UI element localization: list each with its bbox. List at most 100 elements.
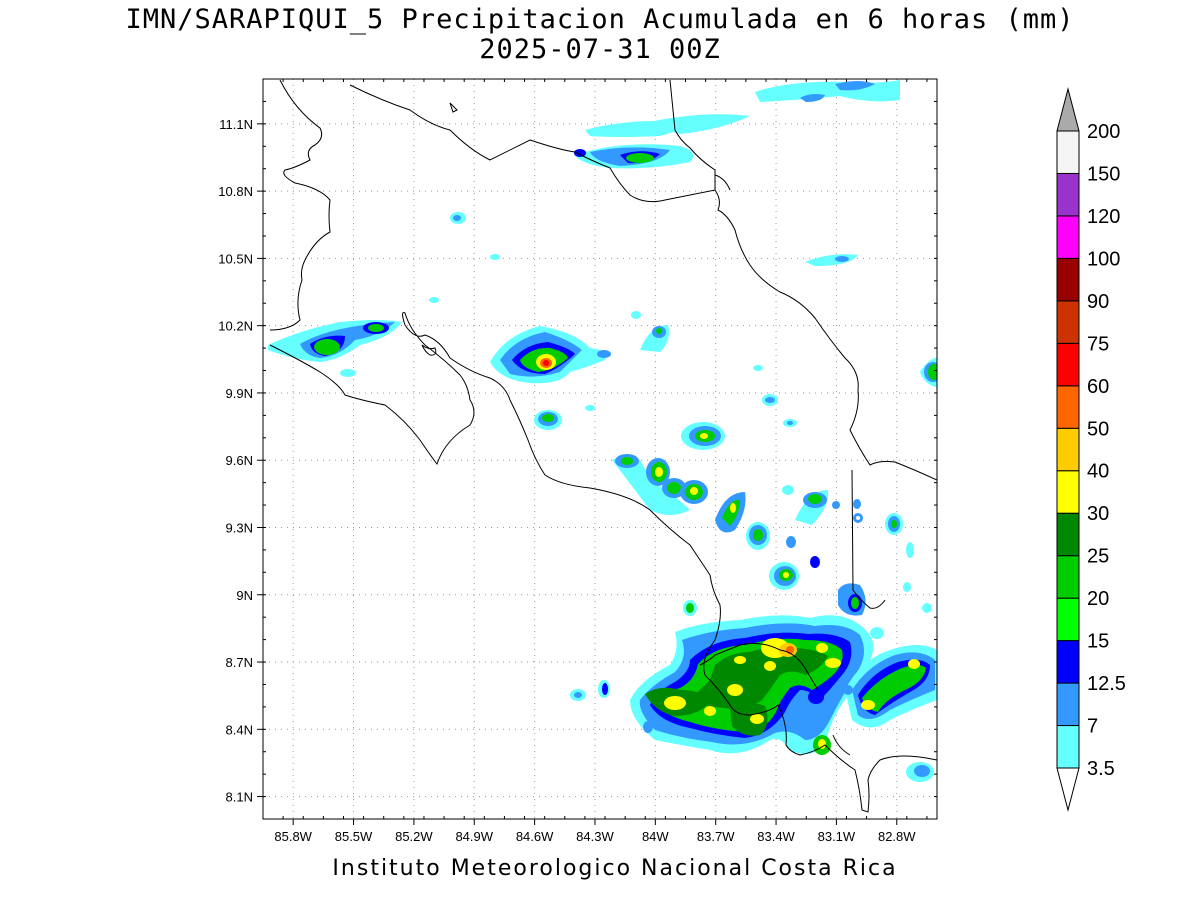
rain-cell xyxy=(640,114,750,134)
rain-cell xyxy=(690,647,828,709)
colorbar-label: 150 xyxy=(1087,163,1120,185)
lat-tick-label: 8.1N xyxy=(226,790,253,805)
rain-cell xyxy=(786,536,796,548)
colorbar-swatch xyxy=(1056,257,1080,302)
rain-cell xyxy=(368,324,384,332)
colorbar-swatch xyxy=(1056,385,1080,429)
rain-cell xyxy=(891,520,897,528)
lon-tick-label: 85.5W xyxy=(335,829,373,844)
rain-cell xyxy=(585,405,595,411)
rain-cell xyxy=(655,467,663,477)
rain-cell xyxy=(574,149,586,157)
colorbar-label: 7 xyxy=(1087,716,1098,738)
rain-cell xyxy=(753,365,763,371)
rain-cell xyxy=(922,603,932,613)
colorbar-swatch xyxy=(1056,640,1080,684)
colorbar-swatch xyxy=(1056,342,1080,387)
colorbar-label: 20 xyxy=(1087,588,1109,610)
rain-cell xyxy=(542,414,554,422)
rain-cell xyxy=(700,433,708,439)
lon-tick-label: 83.1W xyxy=(818,829,856,844)
colorbar-bottom-arrow xyxy=(1056,767,1080,812)
rain-cell xyxy=(928,364,937,380)
colorbar-top-arrow xyxy=(1056,87,1080,132)
rain-cell xyxy=(870,627,884,639)
lat-tick-label: 8.4N xyxy=(226,722,253,737)
colorbar-label: 12.5 xyxy=(1087,673,1126,695)
rain-cell xyxy=(861,700,875,710)
lat-tick-label: 9.6N xyxy=(226,453,253,468)
colorbar: 3.5 7 12.5 15 20 25 30 40 50 60 75 90 100 120 150 200 xyxy=(1056,87,1126,812)
rain-cell xyxy=(574,692,582,698)
colorbar-label: 120 xyxy=(1087,206,1120,228)
rain-cell xyxy=(643,721,653,733)
rain-cell xyxy=(832,501,840,509)
colorbar-swatch xyxy=(1056,725,1080,769)
rain-cell xyxy=(856,516,860,520)
rain-cell xyxy=(835,81,875,91)
lon-tick-label: 84.9W xyxy=(455,829,493,844)
rain-cell xyxy=(667,482,681,494)
colorbar-swatch xyxy=(1056,172,1080,217)
rain-cell xyxy=(825,658,841,668)
colorbar-label: 25 xyxy=(1087,546,1109,568)
rain-cell xyxy=(835,256,849,262)
rain-cell xyxy=(656,328,662,334)
lat-tick-label: 9.3N xyxy=(226,520,253,535)
rain-cell xyxy=(429,297,439,303)
colorbar-label: 100 xyxy=(1087,248,1120,270)
rain-cell xyxy=(727,684,743,696)
rain-cell xyxy=(862,665,926,712)
colorbar-label: 3.5 xyxy=(1087,758,1115,780)
rain-cell xyxy=(800,94,825,102)
rain-cell xyxy=(764,661,776,671)
rain-cell xyxy=(631,311,641,319)
rain-cell xyxy=(597,350,611,358)
rain-cell xyxy=(750,714,764,724)
lat-tick-label: 11.1N xyxy=(219,117,253,132)
rain-cell xyxy=(453,215,461,221)
rain-cell xyxy=(765,397,775,403)
colorbar-swatch xyxy=(1056,427,1080,472)
rain-cell xyxy=(818,739,826,749)
colorbar-swatch xyxy=(1056,512,1080,557)
rain-cell xyxy=(340,369,356,377)
rain-cell xyxy=(808,690,824,704)
rain-cell xyxy=(543,360,549,366)
rain-cell xyxy=(626,153,654,163)
colorbar-label: 40 xyxy=(1087,461,1109,483)
lat-tick-label: 10.8N xyxy=(218,184,253,199)
rain-cell xyxy=(810,556,820,568)
rain-cell xyxy=(853,499,861,509)
lon-tick-label: 82.8W xyxy=(878,829,916,844)
rain-cell xyxy=(753,529,763,541)
lat-tick-label: 10.2N xyxy=(218,319,253,334)
colorbar-swatch xyxy=(1056,470,1080,514)
rain-cell xyxy=(612,456,690,515)
rain-cell xyxy=(690,487,698,495)
colorbar-label: 30 xyxy=(1087,503,1109,525)
lon-axis: 85.8W 85.5W 85.2W 84.9W 84.6W 84.3W 84W 83.7W 83… xyxy=(262,79,928,844)
rain-cell xyxy=(843,685,853,695)
rain-cell xyxy=(851,597,859,609)
rain-cell xyxy=(783,572,789,578)
rain-cell xyxy=(908,659,920,669)
lon-tick-label: 83.7W xyxy=(697,829,735,844)
rain-cell xyxy=(490,254,500,260)
rain-cell xyxy=(602,683,608,695)
map-title: IMN/SARAPIQUI_5 Precipitacion Acumulada … xyxy=(125,4,1075,35)
rain-cell xyxy=(314,339,340,355)
lat-tick-label: 10.5N xyxy=(218,251,253,266)
rain-cell xyxy=(621,457,633,465)
colorbar-swatch xyxy=(1056,682,1080,727)
rain-cell xyxy=(906,542,914,558)
rain-cell xyxy=(903,582,911,592)
rain-cell xyxy=(730,503,736,513)
lon-tick-label: 84.3W xyxy=(576,829,614,844)
rain-cell xyxy=(816,643,828,653)
colorbar-label: 75 xyxy=(1087,333,1109,355)
precipitation-field xyxy=(268,80,937,782)
rain-cell xyxy=(704,706,716,716)
rain-cell xyxy=(808,494,822,504)
